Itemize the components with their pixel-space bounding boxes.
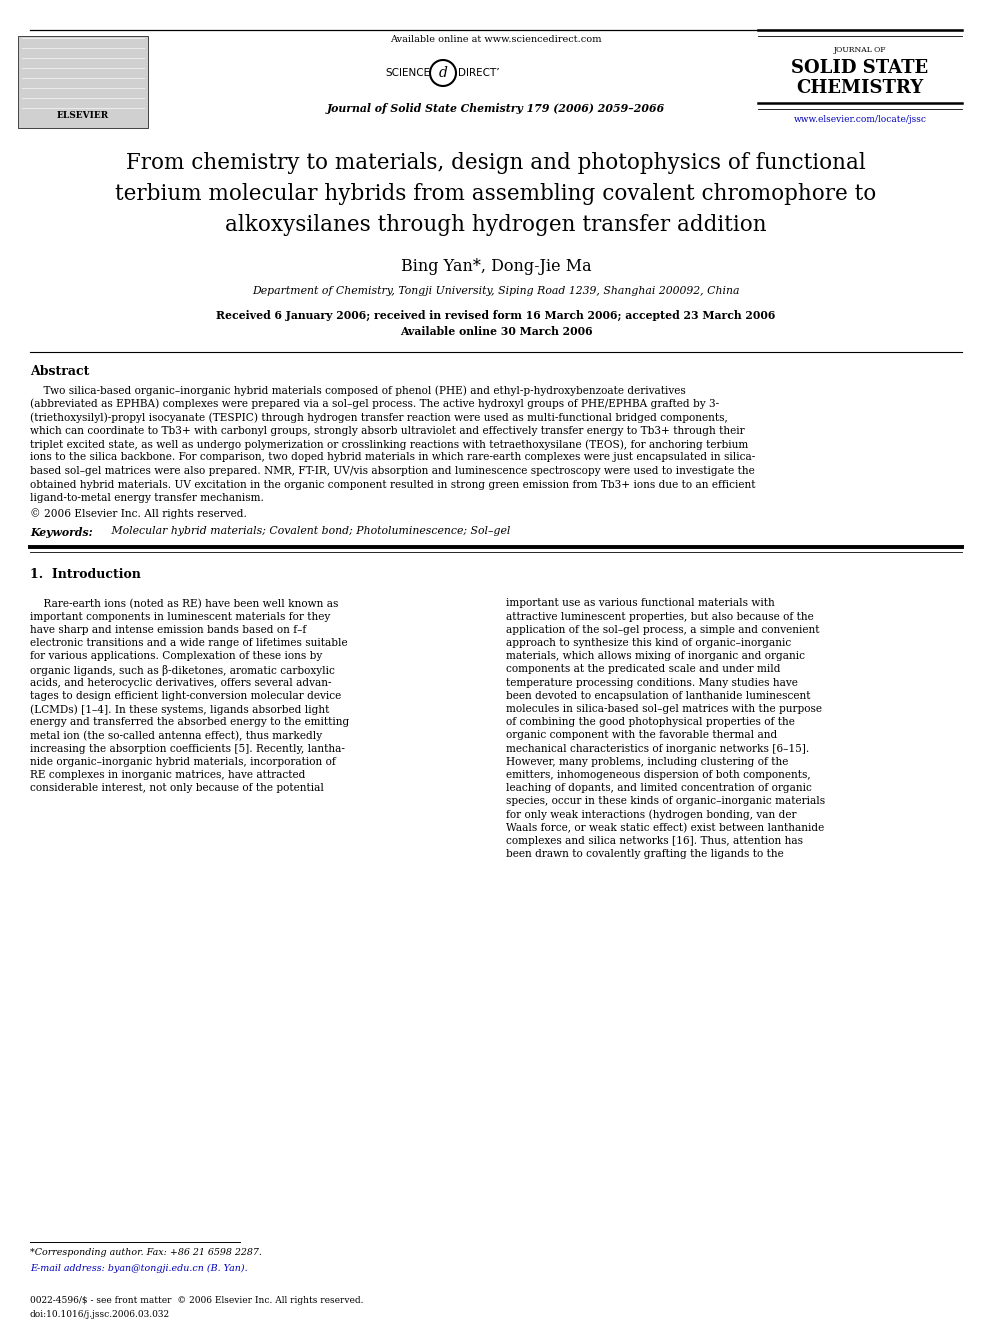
Text: Two silica-based organic–inorganic hybrid materials composed of phenol (PHE) and: Two silica-based organic–inorganic hybri… (30, 385, 685, 396)
Text: emitters, inhomogeneous dispersion of both components,: emitters, inhomogeneous dispersion of bo… (506, 770, 810, 781)
Text: have sharp and intense emission bands based on f–f: have sharp and intense emission bands ba… (30, 624, 307, 635)
Text: temperature processing conditions. Many studies have: temperature processing conditions. Many … (506, 677, 798, 688)
Text: SCIENCE: SCIENCE (385, 67, 430, 78)
Text: RE complexes in inorganic matrices, have attracted: RE complexes in inorganic matrices, have… (30, 770, 306, 781)
Text: Bing Yan*, Dong-Jie Ma: Bing Yan*, Dong-Jie Ma (401, 258, 591, 275)
Text: SOLID STATE: SOLID STATE (792, 60, 929, 77)
Text: Available online 30 March 2006: Available online 30 March 2006 (400, 325, 592, 337)
Text: From chemistry to materials, design and photophysics of functional: From chemistry to materials, design and … (126, 152, 866, 175)
Text: © 2006 Elsevier Inc. All rights reserved.: © 2006 Elsevier Inc. All rights reserved… (30, 508, 247, 520)
Text: mechanical characteristics of inorganic networks [6–15].: mechanical characteristics of inorganic … (506, 744, 809, 754)
Text: based sol–gel matrices were also prepared. NMR, FT-IR, UV/vis absorption and lum: based sol–gel matrices were also prepare… (30, 466, 755, 476)
Text: complexes and silica networks [16]. Thus, attention has: complexes and silica networks [16]. Thus… (506, 836, 803, 847)
Text: which can coordinate to Tb3+ with carbonyl groups, strongly absorb ultraviolet a: which can coordinate to Tb3+ with carbon… (30, 426, 745, 435)
Text: increasing the absorption coefficients [5]. Recently, lantha-: increasing the absorption coefficients [… (30, 744, 345, 754)
Text: nide organic–inorganic hybrid materials, incorporation of: nide organic–inorganic hybrid materials,… (30, 757, 335, 767)
Text: www.elsevier.com/locate/jssc: www.elsevier.com/locate/jssc (794, 115, 927, 124)
Text: important components in luminescent materials for they: important components in luminescent mate… (30, 611, 330, 622)
Text: materials, which allows mixing of inorganic and organic: materials, which allows mixing of inorga… (506, 651, 805, 662)
Text: CHEMISTRY: CHEMISTRY (797, 79, 924, 97)
Text: Department of Chemistry, Tongji University, Siping Road 1239, Shanghai 200092, C: Department of Chemistry, Tongji Universi… (252, 286, 740, 296)
Text: species, occur in these kinds of organic–inorganic materials: species, occur in these kinds of organic… (506, 796, 825, 807)
Text: d: d (438, 66, 447, 79)
Text: Journal of Solid State Chemistry 179 (2006) 2059–2066: Journal of Solid State Chemistry 179 (20… (327, 102, 665, 114)
Text: application of the sol–gel process, a simple and convenient: application of the sol–gel process, a si… (506, 624, 819, 635)
Text: Molecular hybrid materials; Covalent bond; Photoluminescence; Sol–gel: Molecular hybrid materials; Covalent bon… (108, 527, 510, 537)
Text: been drawn to covalently grafting the ligands to the: been drawn to covalently grafting the li… (506, 849, 784, 860)
Text: organic ligands, such as β-diketones, aromatic carboxylic: organic ligands, such as β-diketones, ar… (30, 664, 335, 676)
Text: for only weak interactions (hydrogen bonding, van der: for only weak interactions (hydrogen bon… (506, 810, 797, 820)
Text: molecules in silica-based sol–gel matrices with the purpose: molecules in silica-based sol–gel matric… (506, 704, 822, 714)
Text: DIRECT’: DIRECT’ (458, 67, 500, 78)
Text: ions to the silica backbone. For comparison, two doped hybrid materials in which: ions to the silica backbone. For compari… (30, 452, 755, 463)
Text: JOURNAL OF: JOURNAL OF (833, 46, 886, 54)
Text: ELSEVIER: ELSEVIER (57, 111, 109, 119)
Text: 0022-4596/$ - see front matter  © 2006 Elsevier Inc. All rights reserved.: 0022-4596/$ - see front matter © 2006 El… (30, 1297, 363, 1304)
Text: for various applications. Complexation of these ions by: for various applications. Complexation o… (30, 651, 322, 662)
Text: energy and transferred the absorbed energy to the emitting: energy and transferred the absorbed ener… (30, 717, 349, 728)
Text: ligand-to-metal energy transfer mechanism.: ligand-to-metal energy transfer mechanis… (30, 493, 264, 503)
Text: been devoted to encapsulation of lanthanide luminescent: been devoted to encapsulation of lanthan… (506, 691, 810, 701)
Text: approach to synthesize this kind of organic–inorganic: approach to synthesize this kind of orga… (506, 638, 792, 648)
Text: Available online at www.sciencedirect.com: Available online at www.sciencedirect.co… (390, 36, 602, 45)
Text: triplet excited state, as well as undergo polymerization or crosslinking reactio: triplet excited state, as well as underg… (30, 439, 748, 450)
Text: acids, and heterocyclic derivatives, offers several advan-: acids, and heterocyclic derivatives, off… (30, 677, 331, 688)
Text: organic component with the favorable thermal and: organic component with the favorable the… (506, 730, 778, 741)
Text: (abbreviated as EPHBA) complexes were prepared via a sol–gel process. The active: (abbreviated as EPHBA) complexes were pr… (30, 398, 719, 409)
Text: leaching of dopants, and limited concentration of organic: leaching of dopants, and limited concent… (506, 783, 811, 794)
Text: obtained hybrid materials. UV excitation in the organic component resulted in st: obtained hybrid materials. UV excitation… (30, 479, 756, 490)
Text: terbium molecular hybrids from assembling covalent chromophore to: terbium molecular hybrids from assemblin… (115, 183, 877, 205)
Text: Rare-earth ions (noted as RE) have been well known as: Rare-earth ions (noted as RE) have been … (30, 598, 338, 609)
Text: electronic transitions and a wide range of lifetimes suitable: electronic transitions and a wide range … (30, 638, 347, 648)
Text: E-mail address: byan@tongji.edu.cn (B. Yan).: E-mail address: byan@tongji.edu.cn (B. Y… (30, 1263, 248, 1273)
Text: attractive luminescent properties, but also because of the: attractive luminescent properties, but a… (506, 611, 813, 622)
Text: *Corresponding author. Fax: +86 21 6598 2287.: *Corresponding author. Fax: +86 21 6598 … (30, 1248, 262, 1257)
Text: important use as various functional materials with: important use as various functional mate… (506, 598, 775, 609)
Bar (18, 36, 148, 128)
Text: components at the predicated scale and under mild: components at the predicated scale and u… (506, 664, 781, 675)
Text: alkoxysilanes through hydrogen transfer addition: alkoxysilanes through hydrogen transfer … (225, 214, 767, 235)
Text: tages to design efficient light-conversion molecular device: tages to design efficient light-conversi… (30, 691, 341, 701)
Text: metal ion (the so-called antenna effect), thus markedly: metal ion (the so-called antenna effect)… (30, 730, 322, 741)
Text: 1.  Introduction: 1. Introduction (30, 569, 141, 582)
Text: (triethoxysilyl)-propyl isocyanate (TESPIC) through hydrogen transfer reaction w: (triethoxysilyl)-propyl isocyanate (TESP… (30, 411, 728, 422)
Text: Received 6 January 2006; received in revised form 16 March 2006; accepted 23 Mar: Received 6 January 2006; received in rev… (216, 310, 776, 321)
Text: Keywords:: Keywords: (30, 527, 92, 537)
Text: considerable interest, not only because of the potential: considerable interest, not only because … (30, 783, 323, 794)
Text: Abstract: Abstract (30, 365, 89, 378)
Text: (LCMDs) [1–4]. In these systems, ligands absorbed light: (LCMDs) [1–4]. In these systems, ligands… (30, 704, 329, 714)
Text: Waals force, or weak static effect) exist between lanthanide: Waals force, or weak static effect) exis… (506, 823, 824, 833)
Text: of combining the good photophysical properties of the: of combining the good photophysical prop… (506, 717, 795, 728)
Text: However, many problems, including clustering of the: However, many problems, including cluste… (506, 757, 789, 767)
Text: doi:10.1016/j.jssc.2006.03.032: doi:10.1016/j.jssc.2006.03.032 (30, 1310, 170, 1319)
